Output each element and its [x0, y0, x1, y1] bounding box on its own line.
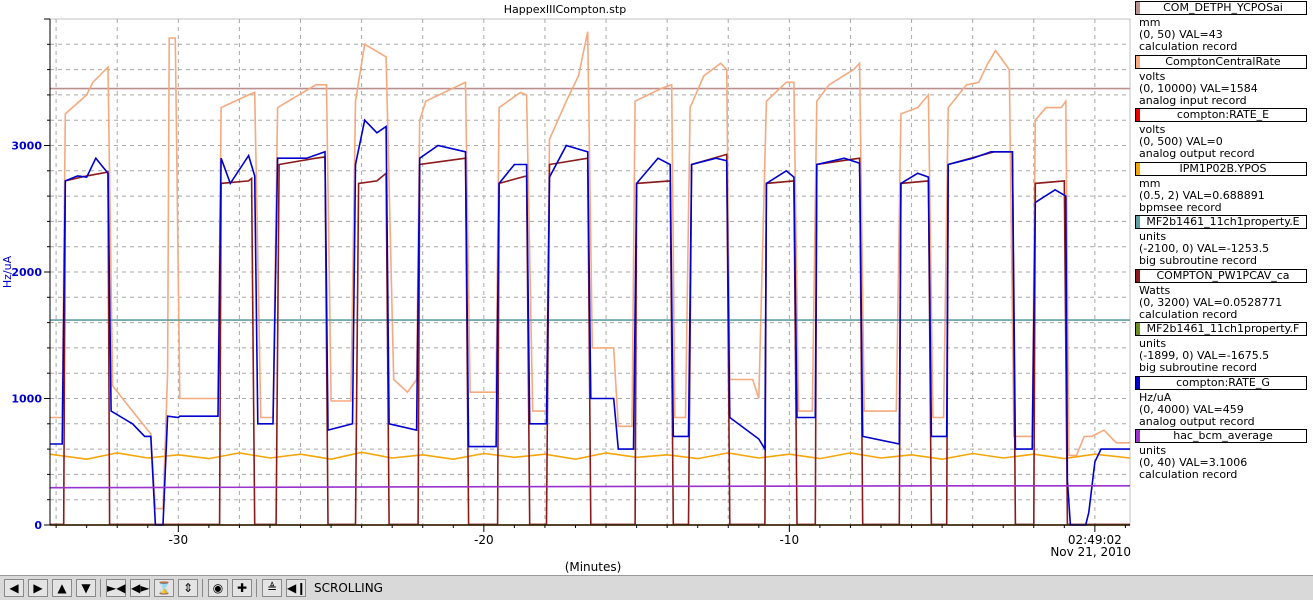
legend-record-type: analog output record	[1139, 415, 1255, 428]
expand-horizontal-icon[interactable]: ◀►	[130, 579, 150, 597]
legend-units: mm	[1139, 16, 1161, 29]
legend-name-box[interactable]: ComptonCentralRate	[1135, 55, 1307, 69]
legend-units: volts	[1139, 123, 1166, 136]
legend-name-box[interactable]: MF2b1461_11ch1property.E	[1135, 215, 1307, 229]
legend-range-value: (0, 50) VAL=43	[1139, 28, 1223, 41]
legend-units: Hz/uA	[1139, 391, 1172, 404]
legend-name-box[interactable]: COMPTON_PW1PCAV_ca	[1135, 269, 1307, 283]
shrink-horizontal-icon[interactable]: ►◀	[106, 579, 126, 597]
legend-record-type: analog output record	[1139, 147, 1255, 160]
legend-name-box[interactable]: IPM1P02B.YPOS	[1135, 162, 1307, 176]
legend-entry-com-detph-ycposai[interactable]: COM_DETPH_YCPOSai mm (0, 50) VAL=43 calcula…	[1135, 1, 1313, 53]
legend-color-swatch	[1136, 2, 1140, 14]
legend-series-name: compton:RATE_G	[1176, 376, 1270, 389]
expand-vertical-icon[interactable]: ⇕	[178, 579, 198, 597]
autoscale-icon[interactable]: ≜	[262, 579, 282, 597]
legend-series-name: ComptonCentralRate	[1165, 55, 1281, 68]
legend-series-name: COMPTON_PW1PCAV_ca	[1156, 269, 1290, 282]
legend-series-name: IPM1P02B.YPOS	[1179, 162, 1267, 175]
legend-series-name: MF2b1461_11ch1property.F	[1146, 322, 1300, 335]
legend-entry-compton-rate-g[interactable]: compton:RATE_G Hz/uA (0, 4000) VAL=459 anal…	[1135, 376, 1313, 428]
legend-series-name: hac_bcm_average	[1173, 429, 1273, 442]
legend-record-type: big subroutine record	[1139, 254, 1257, 267]
legend-record-type: calculation record	[1139, 468, 1238, 481]
x-tick-label: -10	[780, 533, 800, 547]
legend-range-value: (-1899, 0) VAL=-1675.5	[1139, 349, 1270, 362]
plot-area[interactable]: 0 1000 2000 3000 -30 -20 -10 02:49:02 HappexIII…	[0, 0, 1135, 575]
series-line-hac-bcm-average	[49, 485, 1130, 489]
legend-color-swatch	[1136, 430, 1140, 442]
shrink-vertical-icon[interactable]: ⌛	[154, 579, 174, 597]
axes: 0 1000 2000 3000 -30 -20 -10 02:49:02	[11, 18, 1130, 547]
legend-range-value: (0, 40) VAL=3.1006	[1139, 456, 1248, 469]
legend-record-type: analog input record	[1139, 94, 1247, 107]
legend-range-value: (-2100, 0) VAL=-1253.5	[1139, 242, 1270, 255]
legend-color-swatch	[1136, 270, 1140, 282]
legend: COM_DETPH_YCPOSai mm (0, 50) VAL=43 calcula…	[1135, 0, 1313, 520]
toolbar: ◀ ▶ ▲ ▼ ►◀ ◀► ⌛ ⇕ ◉ ✚ ≜ ◀❙ SCROLLING	[0, 575, 1313, 600]
up-arrow-icon[interactable]: ▲	[52, 579, 72, 597]
legend-color-swatch	[1136, 56, 1140, 68]
legend-units: volts	[1139, 70, 1166, 83]
legend-range-value: (0, 4000) VAL=459	[1139, 403, 1244, 416]
legend-name-box[interactable]: compton:RATE_G	[1135, 376, 1307, 390]
legend-entry-compton-pw1pcav-ca[interactable]: COMPTON_PW1PCAV_ca Watts (0, 3200) VAL=0.0…	[1135, 269, 1313, 321]
scroll-back-icon[interactable]: ◀❙	[286, 579, 307, 597]
series-line-compton-rate-g	[50, 118, 1130, 526]
x-tick-label: 02:49:02	[1068, 533, 1122, 547]
legend-series-name: compton:RATE_E	[1176, 108, 1270, 121]
toolbar-separator	[256, 579, 257, 597]
zoom-circle-icon[interactable]: ◉	[208, 579, 228, 597]
chart-title: HappexIIICompton.stp	[504, 3, 626, 16]
legend-record-type: calculation record	[1139, 308, 1238, 321]
legend-units: mm	[1139, 177, 1161, 190]
legend-color-swatch	[1136, 109, 1140, 121]
legend-range-value: (0, 3200) VAL=0.0528771	[1139, 296, 1283, 309]
legend-record-type: big subroutine record	[1139, 361, 1257, 374]
legend-name-box[interactable]: compton:RATE_E	[1135, 108, 1307, 122]
legend-name-box[interactable]: hac_bcm_average	[1135, 429, 1307, 443]
legend-color-swatch	[1136, 216, 1140, 228]
y-tick-label: 3000	[11, 140, 42, 153]
legend-entry-comptoncentralrate[interactable]: ComptonCentralRate volts (0, 10000) VAL=15…	[1135, 55, 1313, 107]
series-line-comptoncentralrate	[50, 31, 1130, 510]
left-arrow-icon[interactable]: ◀	[4, 579, 24, 597]
toolbar-separator	[202, 579, 203, 597]
x-end-date: Nov 21, 2010	[1050, 545, 1131, 559]
legend-entry-ipm1p02b-ypos[interactable]: IPM1P02B.YPOS mm (0.5, 2) VAL=0.688891 bpms…	[1135, 162, 1313, 214]
legend-color-swatch	[1136, 323, 1140, 335]
legend-color-swatch	[1136, 377, 1140, 389]
y-tick-label: 0	[34, 519, 42, 532]
y-tick-label: 2000	[11, 266, 42, 279]
legend-units: units	[1139, 337, 1167, 350]
y-axis-label: Hz/uA	[1, 255, 14, 288]
right-arrow-icon[interactable]: ▶	[28, 579, 48, 597]
add-icon[interactable]: ✚	[232, 579, 252, 597]
legend-range-value: (0, 500) VAL=0	[1139, 135, 1223, 148]
legend-series-name: COM_DETPH_YCPOSai	[1163, 1, 1283, 14]
legend-units: units	[1139, 230, 1167, 243]
y-tick-label: 1000	[11, 393, 42, 406]
legend-units: units	[1139, 444, 1167, 457]
legend-range-value: (0.5, 2) VAL=0.688891	[1139, 189, 1265, 202]
legend-range-value: (0, 10000) VAL=1584	[1139, 82, 1258, 95]
legend-record-type: calculation record	[1139, 40, 1238, 53]
strip-chart[interactable]: 0 1000 2000 3000 -30 -20 -10 02:49:02 HappexIII…	[0, 0, 1135, 575]
status-text: SCROLLING	[314, 581, 383, 595]
x-axis-label: (Minutes)	[565, 560, 622, 574]
legend-color-swatch	[1136, 163, 1140, 175]
legend-name-box[interactable]: COM_DETPH_YCPOSai	[1135, 1, 1307, 15]
legend-units: Watts	[1139, 284, 1171, 297]
legend-name-box[interactable]: MF2b1461_11ch1property.F	[1135, 322, 1307, 336]
legend-series-name: MF2b1461_11ch1property.E	[1146, 215, 1300, 228]
legend-record-type: bpmsee record	[1139, 201, 1222, 214]
x-tick-label: -30	[169, 533, 189, 547]
x-tick-label: -20	[474, 533, 494, 547]
down-arrow-icon[interactable]: ▼	[76, 579, 96, 597]
toolbar-separator	[100, 579, 101, 597]
